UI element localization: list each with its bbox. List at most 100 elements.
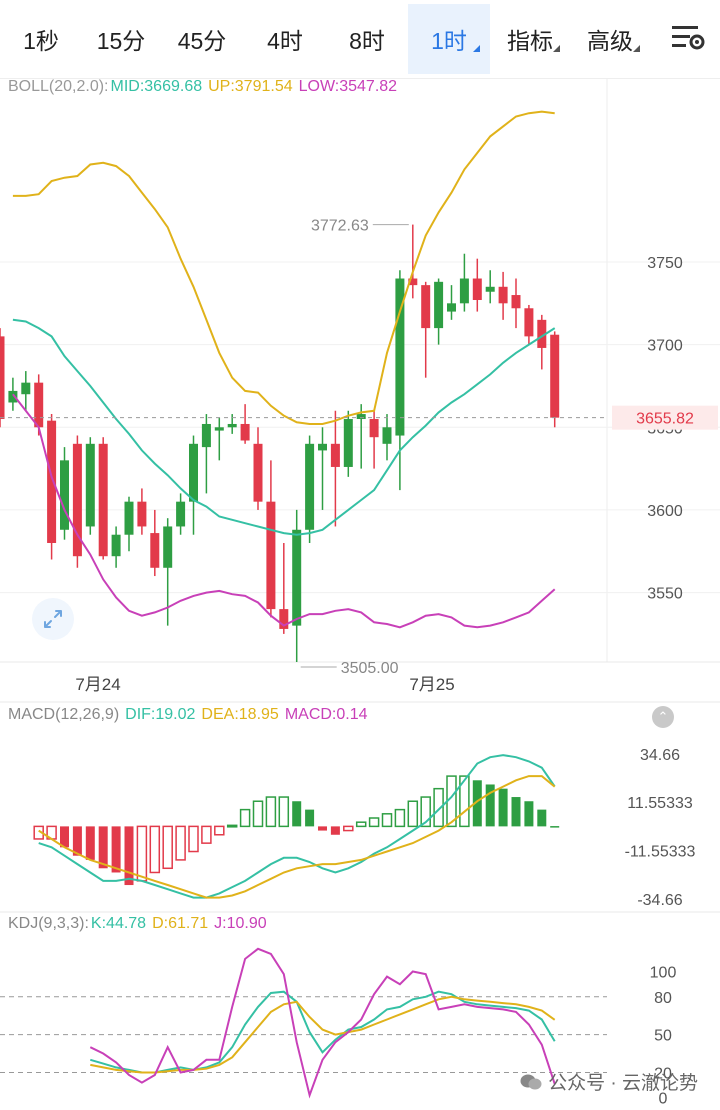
- macd-histogram-bar: [485, 784, 495, 827]
- macd-histogram-bar: [60, 826, 69, 848]
- expand-chart-button[interactable]: [32, 598, 74, 640]
- k-toggle-button[interactable]: ⌃: [652, 706, 674, 728]
- high-price-label: 3772.63: [311, 218, 369, 235]
- candle-body: [498, 286, 508, 304]
- tab-advanced[interactable]: 高级: [570, 4, 650, 74]
- candle-body: [524, 308, 534, 337]
- y-tick-label: 3550: [647, 586, 683, 603]
- tab-15m[interactable]: 15分: [82, 4, 160, 74]
- kdj-y-tick-label: 0: [659, 1091, 668, 1108]
- candle-body: [34, 382, 44, 428]
- kdj-y-tick-label: 80: [654, 990, 672, 1007]
- macd-histogram-bar: [265, 796, 277, 828]
- candle-body: [382, 427, 392, 444]
- candle-body: [408, 278, 418, 286]
- candle-body: [485, 286, 495, 292]
- candle-body: [111, 534, 121, 557]
- candle-body: [472, 278, 482, 301]
- macd-histogram-bar: [511, 797, 521, 827]
- kdj-y-tick-label: 20: [654, 1065, 672, 1082]
- tab-8h[interactable]: 8时: [326, 4, 408, 74]
- expand-arrows-icon: [44, 610, 62, 628]
- kdj-d-line: [90, 995, 556, 1074]
- boll-up-line: [12, 110, 555, 425]
- macd-histogram-bar: [239, 808, 251, 828]
- tab-label: 15分: [96, 28, 146, 54]
- candle-body: [60, 460, 69, 530]
- macd-histogram-bar: [550, 826, 560, 828]
- candle-body: [189, 443, 198, 502]
- kdj-legend-name: KDJ(9,3,3):: [8, 915, 89, 932]
- tab-indicators[interactable]: 指标: [490, 4, 570, 74]
- sliders-gear-icon[interactable]: [670, 22, 706, 52]
- candle-body: [240, 423, 250, 441]
- macd-histogram-bar: [278, 796, 290, 828]
- candle-body: [421, 285, 431, 329]
- candle-body: [318, 443, 327, 451]
- macd-legend: MACD(12,26,9) DIF:19.02 DEA:18.95 MACD:0.14: [8, 706, 374, 724]
- kdj-y-tick-label: 100: [650, 965, 677, 982]
- kdj-legend: KDJ(9,3,3): K:44.78 D:61.71 J:10.90: [8, 915, 273, 933]
- candle-body: [537, 319, 547, 348]
- last-price-tag: [612, 405, 718, 430]
- low-price-label: 3505.00: [341, 660, 399, 677]
- candle-body: [266, 501, 276, 610]
- candle-body: [47, 420, 57, 543]
- macd-legend-dif: DIF:19.02: [125, 706, 196, 723]
- candle-body: [150, 533, 160, 568]
- macd-histogram-bar: [214, 825, 225, 836]
- dropdown-triangle-icon: [473, 45, 480, 52]
- candle-body: [447, 303, 456, 312]
- kdj-k-line: [90, 990, 556, 1074]
- tab-4h[interactable]: 4时: [244, 4, 326, 74]
- candle-body: [550, 334, 560, 418]
- boll-legend-mid: MID:3669.68: [110, 78, 203, 95]
- kdj-legend-d: D:61.71: [152, 915, 209, 932]
- macd-histogram-bar: [524, 801, 534, 827]
- y-tick-label: 3700: [647, 338, 683, 355]
- candle-body: [279, 609, 289, 629]
- candle-body: [292, 529, 302, 626]
- y-tick-label: 3600: [647, 503, 683, 520]
- macd-histogram-bar: [318, 826, 327, 831]
- tab-label: 1时: [431, 28, 467, 54]
- macd-histogram-bar: [201, 825, 212, 844]
- wechat-icon: [520, 1074, 542, 1089]
- candle-body: [369, 419, 379, 438]
- macd-y-tick-label: -34.66: [637, 892, 682, 909]
- macd-y-tick-label: -11.55333: [625, 844, 696, 861]
- timeframe-tab-bar: 1秒 15分 45分 4时 8时 1时 指标 高级: [0, 0, 720, 79]
- boll-low-line: [12, 393, 556, 629]
- kdj-legend-j: J:10.90: [214, 915, 267, 932]
- macd-histogram-bar: [407, 800, 419, 828]
- boll-legend-low: LOW:3547.82: [298, 78, 398, 95]
- macd-dif-line: [38, 754, 556, 899]
- candle-body: [330, 443, 340, 467]
- tab-1h[interactable]: 1时: [408, 4, 490, 74]
- macd-histogram-bar: [111, 826, 121, 873]
- tab-45m[interactable]: 45分: [160, 4, 244, 74]
- macd-histogram-bar: [72, 826, 82, 856]
- kdj-y-tick-label: 50: [654, 1028, 672, 1045]
- macd-histogram-bar: [498, 788, 508, 827]
- tab-label: 高级: [587, 28, 633, 54]
- boll-mid-line: [12, 318, 556, 536]
- boll-legend-up: UP:3791.54: [208, 78, 293, 95]
- macd-histogram-bar: [420, 796, 431, 828]
- y-tick-label: 3750: [647, 255, 683, 272]
- macd-y-tick-label: 34.66: [640, 747, 680, 764]
- candle-body: [8, 390, 18, 403]
- kdj-legend-k: K:44.78: [90, 915, 147, 932]
- candle-body: [0, 336, 5, 420]
- date-label-jul24: 7月24: [75, 675, 120, 694]
- kdj-j-line: [89, 947, 556, 1099]
- macd-histogram-bar: [537, 809, 547, 827]
- tab-1s[interactable]: 1秒: [0, 4, 82, 74]
- macd-legend-dea: DEA:18.95: [201, 706, 279, 723]
- macd-histogram-bar: [149, 825, 161, 874]
- tab-label: 指标: [507, 28, 553, 54]
- macd-histogram-bar: [162, 825, 173, 870]
- candle-body: [201, 423, 211, 448]
- candle-body: [137, 501, 147, 527]
